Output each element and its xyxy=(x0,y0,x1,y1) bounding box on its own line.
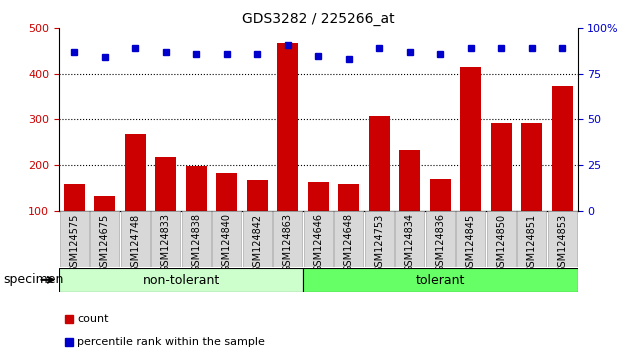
FancyBboxPatch shape xyxy=(303,268,578,292)
Title: GDS3282 / 225266_at: GDS3282 / 225266_at xyxy=(242,12,394,26)
Bar xyxy=(491,123,512,211)
FancyBboxPatch shape xyxy=(243,211,272,267)
Text: GSM124851: GSM124851 xyxy=(527,213,537,273)
FancyBboxPatch shape xyxy=(90,211,119,267)
FancyBboxPatch shape xyxy=(395,211,424,267)
Text: GSM124845: GSM124845 xyxy=(466,213,476,273)
Bar xyxy=(307,182,329,211)
Bar xyxy=(125,134,146,211)
FancyBboxPatch shape xyxy=(120,211,150,267)
FancyBboxPatch shape xyxy=(181,211,211,267)
FancyBboxPatch shape xyxy=(487,211,516,267)
Bar xyxy=(186,166,207,211)
FancyBboxPatch shape xyxy=(304,211,333,267)
Bar xyxy=(155,157,176,211)
Text: non-tolerant: non-tolerant xyxy=(142,274,220,286)
Text: GSM124646: GSM124646 xyxy=(313,213,324,273)
Bar xyxy=(94,196,116,211)
Text: GSM124675: GSM124675 xyxy=(100,213,110,273)
Bar xyxy=(399,150,420,211)
Text: GSM124753: GSM124753 xyxy=(374,213,384,273)
Bar xyxy=(551,86,573,211)
Bar xyxy=(338,184,360,211)
Bar xyxy=(369,116,390,211)
FancyBboxPatch shape xyxy=(548,211,577,267)
Bar xyxy=(63,184,85,211)
Text: GSM124834: GSM124834 xyxy=(405,213,415,273)
Text: percentile rank within the sample: percentile rank within the sample xyxy=(77,337,265,347)
Bar xyxy=(216,173,237,211)
FancyBboxPatch shape xyxy=(517,211,546,267)
FancyBboxPatch shape xyxy=(212,211,242,267)
FancyBboxPatch shape xyxy=(273,211,302,267)
FancyBboxPatch shape xyxy=(365,211,394,267)
Text: GSM124748: GSM124748 xyxy=(130,213,140,273)
Text: GSM124838: GSM124838 xyxy=(191,213,201,273)
Bar xyxy=(430,179,451,211)
Text: GSM124648: GSM124648 xyxy=(344,213,354,273)
Text: GSM124863: GSM124863 xyxy=(283,213,292,273)
Text: GSM124575: GSM124575 xyxy=(70,213,79,273)
FancyBboxPatch shape xyxy=(59,268,303,292)
FancyBboxPatch shape xyxy=(334,211,363,267)
Bar xyxy=(277,43,299,211)
FancyBboxPatch shape xyxy=(425,211,455,267)
Bar xyxy=(247,180,268,211)
Bar xyxy=(460,67,481,211)
Bar xyxy=(521,123,543,211)
Text: GSM124840: GSM124840 xyxy=(222,213,232,273)
Text: count: count xyxy=(77,314,109,324)
Text: GSM124842: GSM124842 xyxy=(252,213,262,273)
Text: GSM124836: GSM124836 xyxy=(435,213,445,273)
Text: GSM124853: GSM124853 xyxy=(557,213,567,273)
Text: specimen: specimen xyxy=(3,273,63,286)
FancyBboxPatch shape xyxy=(456,211,486,267)
FancyBboxPatch shape xyxy=(60,211,89,267)
Text: GSM124850: GSM124850 xyxy=(496,213,506,273)
Text: GSM124833: GSM124833 xyxy=(161,213,171,273)
FancyBboxPatch shape xyxy=(151,211,180,267)
Text: tolerant: tolerant xyxy=(415,274,465,286)
